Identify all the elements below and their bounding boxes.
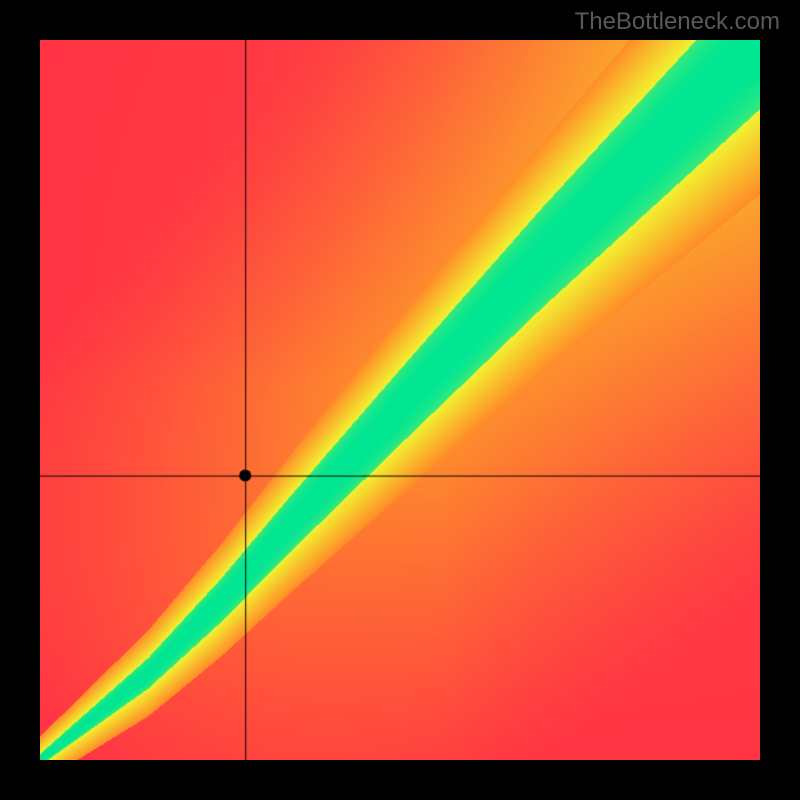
heatmap-canvas: [40, 40, 760, 760]
watermark-text: TheBottleneck.com: [575, 8, 780, 36]
chart-container: TheBottleneck.com: [0, 0, 800, 800]
